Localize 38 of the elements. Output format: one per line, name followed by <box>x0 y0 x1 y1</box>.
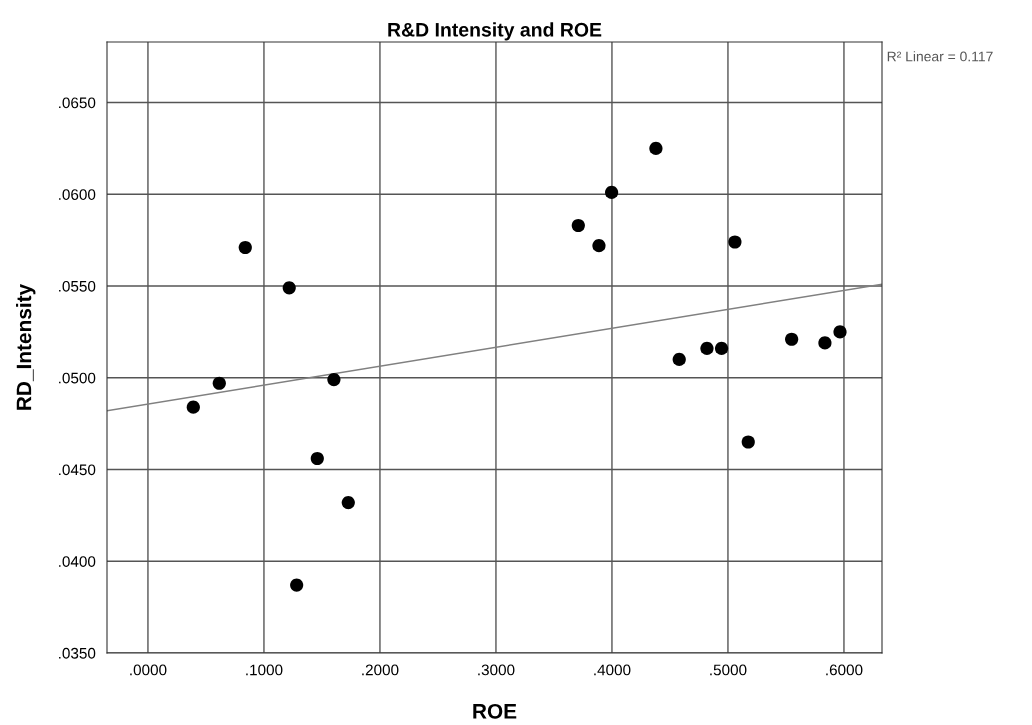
point <box>212 376 226 390</box>
y-tick-label: .0500 <box>59 372 96 384</box>
point <box>605 185 619 200</box>
x-tick-label: .1000 <box>246 664 283 676</box>
y-axis-title: RD_Intensity <box>16 283 36 410</box>
point <box>649 141 663 156</box>
point <box>833 325 847 339</box>
point <box>186 400 200 414</box>
y-tick-label: .0600 <box>59 189 96 200</box>
y-tick-label: .0650 <box>59 97 96 109</box>
point <box>592 239 606 253</box>
y-tick-label: .0450 <box>59 464 96 476</box>
point <box>341 495 355 510</box>
x-tick-label: .2000 <box>362 664 399 676</box>
text: R² Linear = 0.117 <box>887 51 993 62</box>
point <box>282 281 296 295</box>
point <box>290 578 304 592</box>
x-tick-label: .6000 <box>826 664 863 676</box>
x-tick-label: .5000 <box>710 664 747 676</box>
chart-title: R&D Intensity and ROE <box>388 22 602 41</box>
point <box>327 373 341 387</box>
point <box>741 435 755 449</box>
x-tick-label: .4000 <box>594 664 631 676</box>
point <box>310 451 324 466</box>
x-axis-title: ROE <box>473 703 517 719</box>
point <box>714 341 729 356</box>
y-tick-label: .0350 <box>59 647 96 659</box>
point <box>728 235 742 249</box>
point <box>238 240 252 255</box>
point <box>672 352 686 367</box>
point <box>700 341 714 356</box>
point <box>571 218 585 233</box>
x-tick-label: .3000 <box>478 664 515 676</box>
x-tick-label: .0000 <box>130 664 167 676</box>
point <box>818 336 832 350</box>
y-tick-label: .0550 <box>59 280 96 292</box>
y-tick-label: .0400 <box>59 556 96 567</box>
point <box>785 332 799 346</box>
